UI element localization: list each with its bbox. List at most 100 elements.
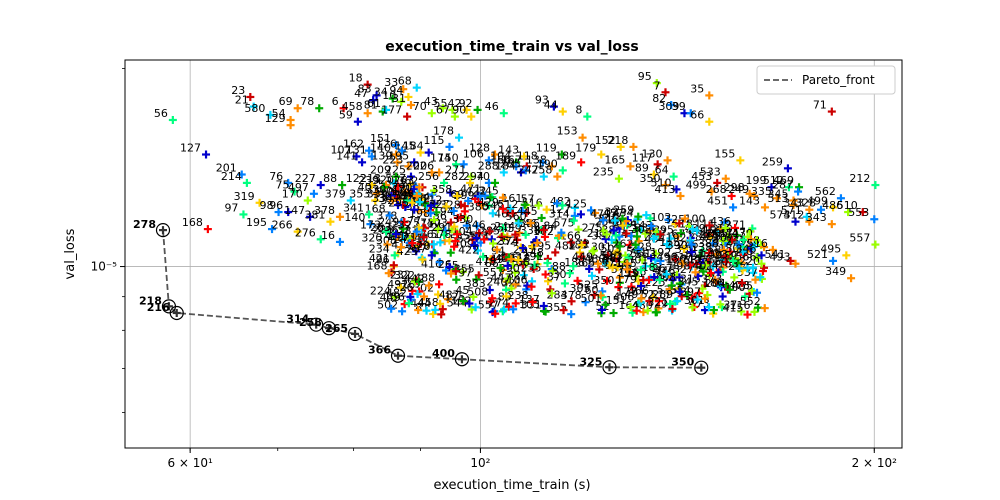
data-point [394,201,403,210]
data-point-label: 199 [745,174,766,187]
cluster-point-label: 274 [488,296,509,309]
cluster-point [587,271,596,280]
cluster-point-label: 345 [677,276,698,289]
cluster-point [400,218,409,227]
data-point [416,148,425,157]
cluster-point-label: 232 [390,269,411,282]
cluster-point [566,238,575,247]
pareto-point-label: 258 [299,316,322,329]
cluster-point [675,273,684,282]
cluster-point [442,202,451,211]
cluster-point [513,235,522,244]
data-point-label: 319 [234,190,255,203]
cluster-point-label: 449 [380,291,401,304]
data-point [453,230,462,239]
data-point [286,121,295,130]
data-point [727,191,736,200]
data-point-label: 209 [370,164,391,177]
cluster-point [632,306,641,315]
data-point-label: 152 [595,134,616,147]
data-point [539,172,548,181]
data-point [491,178,500,187]
cluster-point [618,221,627,230]
data-point [626,162,635,171]
pareto-point [158,226,167,235]
cluster-point [651,249,660,258]
data-point-label: 35 [690,82,704,95]
data-point-label: 70 [476,170,490,183]
data-point-label: 141 [336,149,357,162]
cluster-point [440,231,449,240]
cluster-point-label: 525 [577,278,598,291]
cluster-point [693,295,702,304]
y-axis-label: val_loss [63,228,78,279]
data-point-label: 343 [806,211,827,224]
cluster-point [429,240,438,249]
cluster-point [406,292,415,301]
data-point [467,112,476,121]
cluster-point [683,290,692,299]
data-point-label: 553 [848,206,869,219]
cluster-point [697,263,706,272]
data-point [427,168,436,177]
cluster-point [655,275,664,284]
data-point [203,225,212,234]
data-point [339,104,348,113]
cluster-point [559,306,568,315]
data-point-label: 533 [700,166,721,179]
cluster-point-label: 466 [628,284,649,297]
data-point [424,148,433,157]
data-point-label: 207 [713,232,734,245]
data-point [729,203,738,212]
data-point-label: 571 [781,204,802,217]
cluster-point [488,294,497,303]
data-point-label: 122 [346,172,367,185]
data-point [816,205,825,214]
data-point [397,97,406,106]
cluster-point-label: 458 [418,296,439,309]
data-point-label: 8 [575,104,582,117]
cluster-point [668,304,677,313]
data-point-label: 381 [304,209,325,222]
y-tick-label: 10⁻⁵ [91,260,118,274]
data-point [440,178,449,187]
cluster-point-label: 102 [650,211,671,224]
x-tick-label: 6 × 10¹ [167,456,213,470]
cluster-point [443,295,452,304]
data-point [388,196,397,205]
data-point-label: 83 [358,82,372,95]
cluster-point-label: 327 [429,198,450,211]
pareto-point-ring [155,223,171,238]
data-point [791,217,800,226]
cluster-point-label: 149 [483,253,504,266]
data-point [338,181,347,190]
cluster-point [719,236,728,245]
cluster-point [631,272,640,281]
data-point-label: 218 [607,134,628,147]
cluster-point [749,263,758,272]
cluster-point [435,280,444,289]
cluster-point [680,214,689,223]
data-point-label: 247 [518,164,539,177]
cluster-point [677,292,686,301]
cluster-point [749,242,758,251]
data-point [309,189,318,198]
data-point-label: 358 [431,183,452,196]
pareto-point-label: 216 [147,301,170,314]
data-point [802,212,811,221]
data-point-label: 235 [593,166,614,179]
data-point [484,156,493,165]
cluster-point [695,289,704,298]
data-point-label: 68 [398,75,412,88]
cluster-point [534,252,543,261]
cluster-point-label: 204 [705,277,726,290]
y-axis-ticks: 10⁻⁵ [91,68,125,413]
data-point-label: 512 [763,174,784,187]
data-point [371,196,380,205]
pareto-point-ring [309,317,324,332]
cluster-point [511,230,520,239]
cluster-point [656,256,665,265]
data-point [499,109,508,118]
cluster-point [634,277,643,286]
data-point-label: 499 [686,179,707,192]
